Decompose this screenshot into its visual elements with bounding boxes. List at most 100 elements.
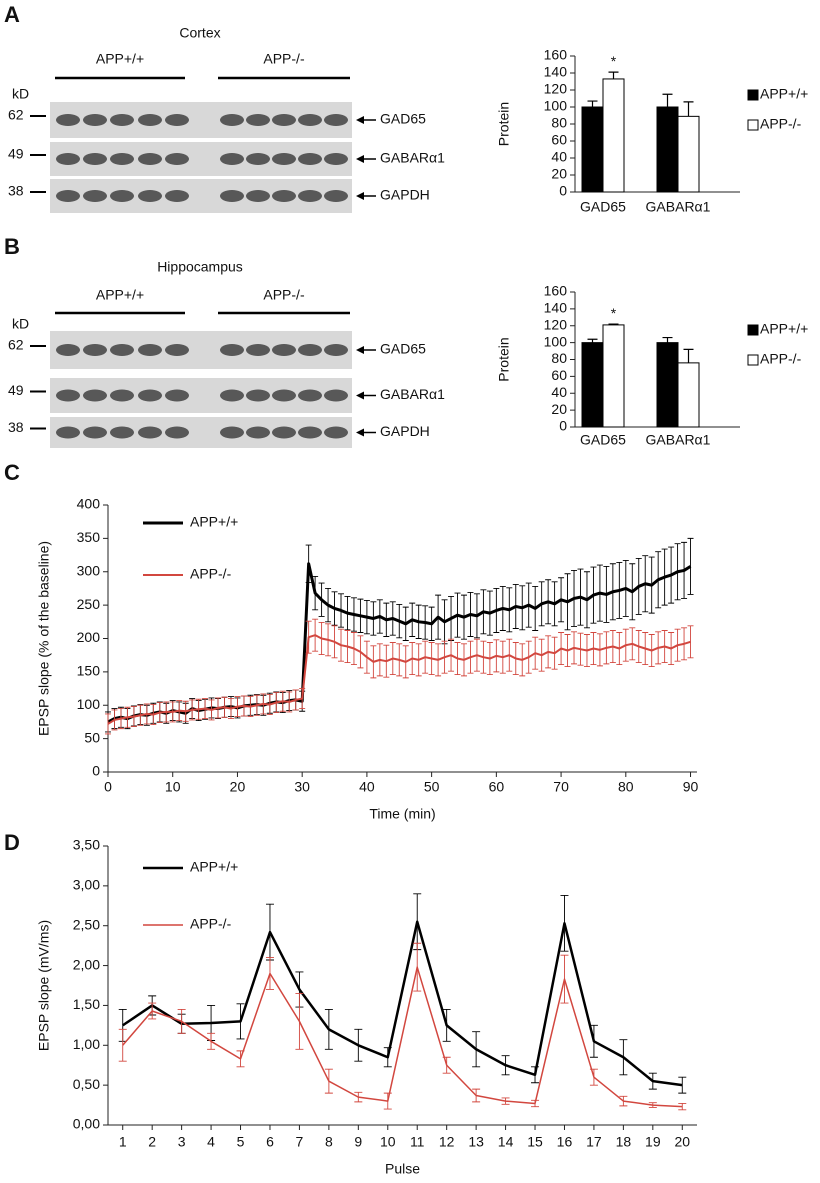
band — [324, 426, 348, 439]
y-tick-label: 0,50 — [73, 1076, 100, 1092]
y-tick-label: 40 — [551, 149, 567, 165]
band — [56, 426, 80, 439]
y-tick-label: 20 — [551, 401, 567, 417]
band — [110, 389, 134, 402]
legend-swatch — [747, 119, 759, 131]
band — [138, 153, 162, 165]
band — [165, 153, 189, 165]
band — [83, 426, 107, 439]
y-tick-label: 3,50 — [73, 837, 100, 853]
band — [298, 344, 322, 356]
band — [110, 153, 134, 165]
x-tick-label: 4 — [207, 1134, 215, 1150]
annotation: * — [611, 305, 617, 321]
group-label: APP-/- — [263, 51, 305, 67]
y-tick-label: 2,00 — [73, 956, 100, 972]
band — [56, 114, 80, 126]
band — [272, 426, 296, 439]
panel-label: D — [4, 830, 20, 855]
y-tick-label: 140 — [544, 300, 568, 316]
band — [83, 389, 107, 402]
y-tick-label: 350 — [77, 529, 101, 545]
y-tick-label: 100 — [544, 333, 568, 349]
panel-label: B — [4, 234, 20, 259]
y-tick-label: 2,50 — [73, 916, 100, 932]
mw-label: 62 — [8, 337, 24, 353]
arrow-head — [356, 116, 364, 124]
bar — [581, 342, 604, 428]
unit-label: kD — [12, 316, 29, 332]
legend-swatch — [747, 89, 759, 101]
band — [138, 426, 162, 439]
error-bar — [683, 348, 694, 363]
band — [110, 190, 134, 202]
band — [324, 344, 348, 356]
error-bar — [587, 100, 598, 107]
y-tick-label: 400 — [77, 496, 101, 512]
band — [298, 190, 322, 202]
band — [246, 114, 270, 126]
y-tick-label: 140 — [544, 64, 568, 80]
series-line — [107, 562, 692, 724]
bar — [602, 78, 625, 193]
x-tick-label: 0 — [104, 779, 112, 795]
x-tick-label: 40 — [359, 779, 375, 795]
x-tick-label: 18 — [616, 1134, 632, 1150]
band — [165, 426, 189, 439]
legend-label: APP-/- — [190, 566, 232, 582]
protein-label: GABARα1 — [380, 150, 445, 166]
legend-label: APP-/- — [190, 916, 232, 932]
mw-label: 38 — [8, 419, 24, 435]
y-tick-label: 0 — [559, 418, 567, 434]
y-tick-label: 200 — [77, 629, 101, 645]
y-axis-label: Protein — [496, 102, 512, 146]
band — [246, 344, 270, 356]
bar — [656, 106, 679, 193]
legend-swatch — [747, 324, 759, 336]
arrow-head — [356, 428, 364, 437]
band — [110, 114, 134, 126]
band — [220, 344, 244, 356]
x-tick-label: 70 — [553, 779, 569, 795]
y-tick-label: 300 — [77, 562, 101, 578]
arrow-head — [356, 346, 364, 354]
band — [83, 190, 107, 202]
band — [272, 344, 296, 356]
band — [246, 190, 270, 202]
band — [220, 114, 244, 126]
x-tick-label: 19 — [645, 1134, 661, 1150]
y-tick-label: 60 — [551, 132, 567, 148]
band — [246, 426, 270, 439]
y-tick-label: 100 — [544, 98, 568, 114]
legend-label: APP+/+ — [760, 321, 808, 337]
blot-title: Cortex — [179, 25, 220, 41]
mw-label: 49 — [8, 382, 24, 398]
legend-label: APP+/+ — [190, 859, 238, 875]
y-tick-label: 40 — [551, 384, 567, 400]
legend-label: APP-/- — [760, 351, 802, 367]
y-tick-label: 1,00 — [73, 1036, 100, 1052]
y-axis-label: EPSP slope (% of the baseline) — [36, 541, 52, 736]
x-tick-label: 14 — [498, 1134, 514, 1150]
band — [220, 190, 244, 202]
mw-label: 49 — [8, 146, 24, 162]
band — [220, 389, 244, 402]
y-tick-label: 80 — [551, 115, 567, 131]
band — [220, 426, 244, 439]
error-bar — [683, 101, 694, 117]
y-tick-label: 160 — [544, 283, 568, 299]
x-tick-label: 13 — [468, 1134, 484, 1150]
group-label: APP-/- — [263, 287, 305, 303]
x-tick-label: 11 — [410, 1134, 425, 1150]
y-tick-label: 50 — [84, 729, 100, 745]
y-tick-label: 160 — [544, 47, 568, 63]
band — [272, 114, 296, 126]
band — [324, 153, 348, 165]
x-tick-label: 9 — [354, 1134, 362, 1150]
y-tick-label: 1,50 — [73, 996, 100, 1012]
x-tick-label: 60 — [489, 779, 505, 795]
x-tick-label: 10 — [380, 1134, 396, 1150]
y-tick-label: 100 — [77, 696, 101, 712]
group-label: APP+/+ — [96, 287, 144, 303]
